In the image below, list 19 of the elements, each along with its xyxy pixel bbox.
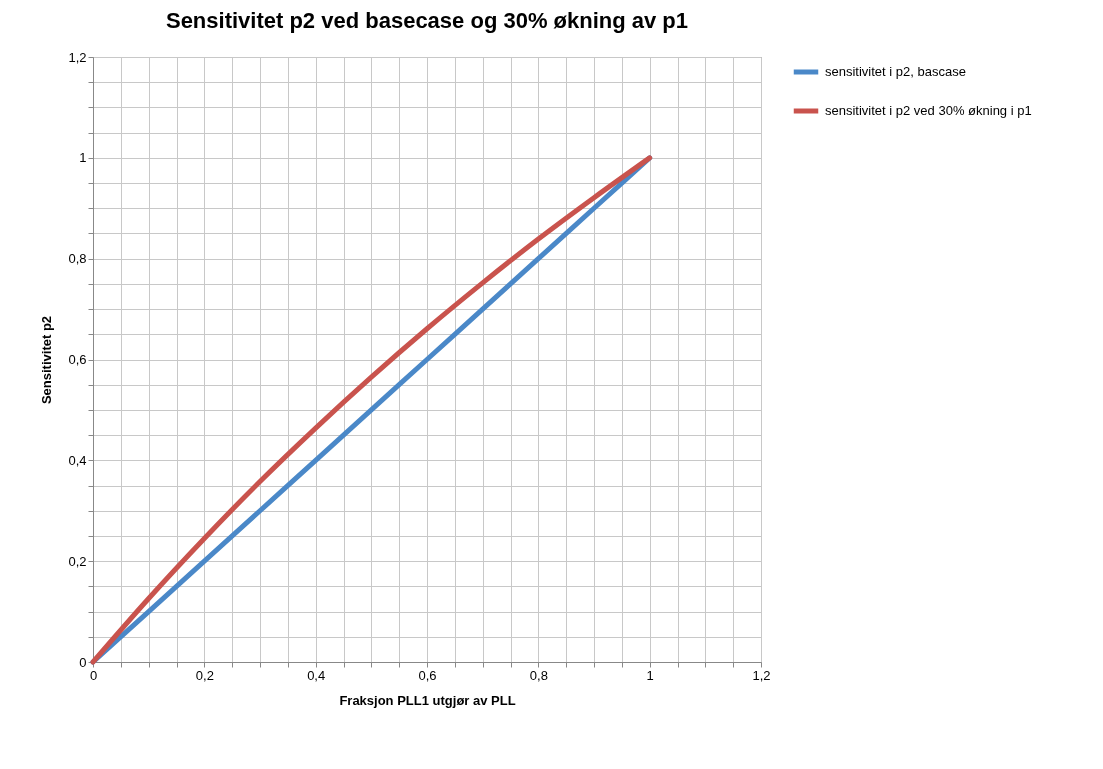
y-tick-label: 1,2 (68, 49, 87, 65)
chart-title: Sensitivitet p2 ved basecase og 30% økning av p1 (165, 8, 689, 33)
y-tick-label: 0,2 (68, 553, 87, 569)
x-tick-label: 0,2 (195, 667, 214, 683)
y-tick-label: 0,8 (68, 251, 87, 267)
legend-label: sensitivitet i p2, bascase (825, 64, 966, 79)
x-tick-label: 0,6 (418, 667, 437, 683)
y-tick-label: 1 (79, 150, 87, 166)
x-tick-label: 0,8 (529, 667, 548, 683)
x-tick-label: 0,4 (307, 667, 326, 683)
legend-label: sensitivitet i p2 ved 30% økning i p1 (825, 103, 1032, 118)
x-tick-label: 1,2 (752, 667, 771, 683)
x-axis-title: Fraksjon PLL1 utgjør av PLL (339, 692, 516, 708)
y-axis-title: Sensitivitet p2 (39, 315, 55, 405)
y-tick-label: 0 (79, 654, 87, 670)
x-tick-label: 0 (89, 667, 98, 683)
y-tick-label: 0,6 (68, 352, 87, 367)
x-tick-label: 1 (646, 667, 654, 683)
y-tick-label: 0,4 (68, 452, 87, 468)
